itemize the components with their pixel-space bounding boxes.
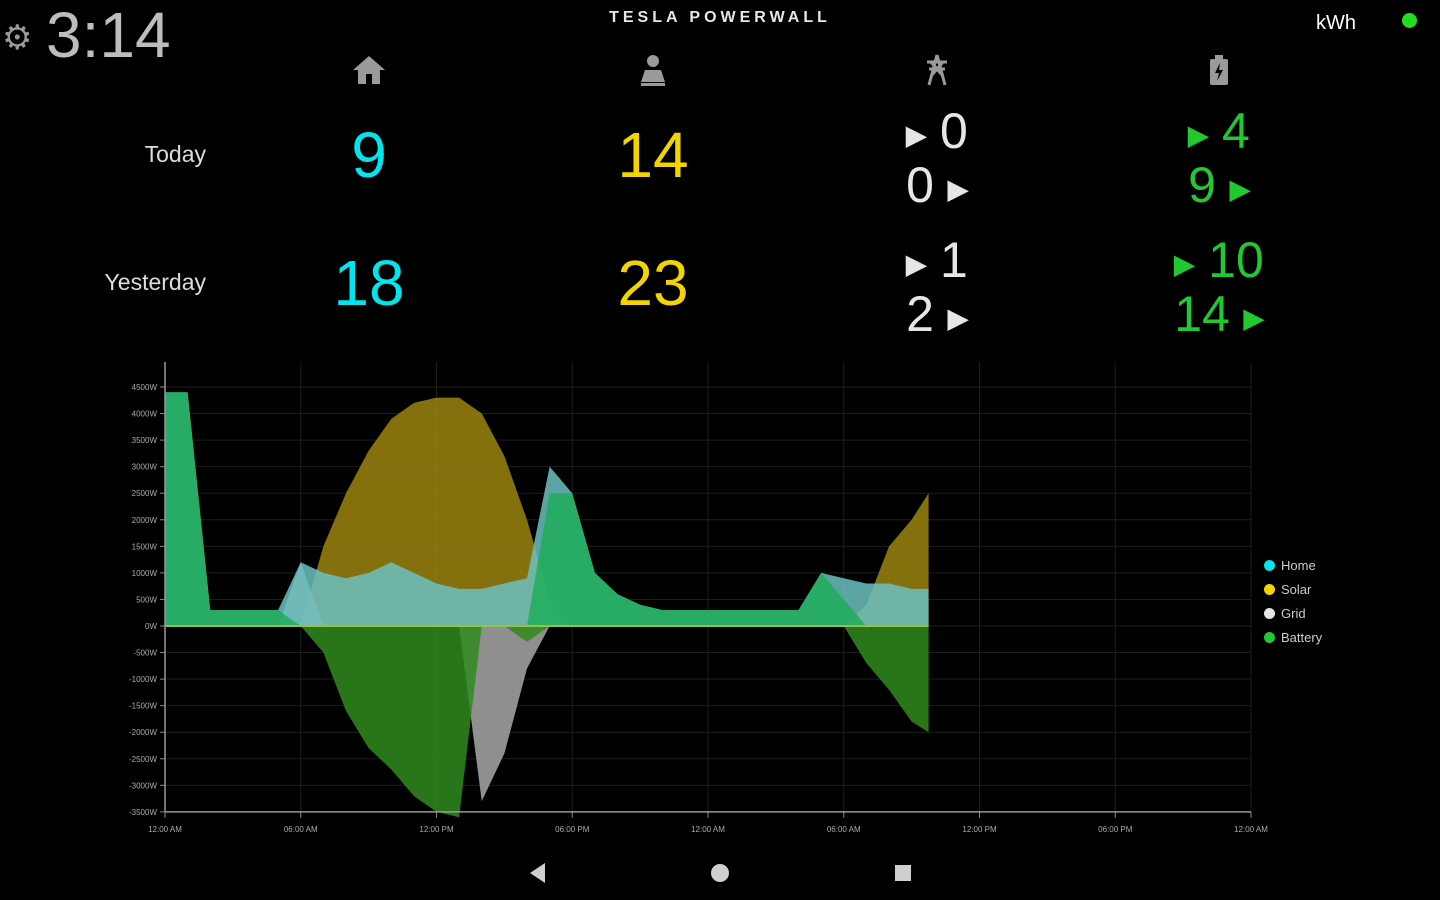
brand-logo: TESLA POWERWALL [609, 9, 831, 26]
grid-export-value: 0 [906, 156, 934, 213]
row-label: Today [144, 141, 206, 167]
solar-area-positive [165, 397, 929, 626]
x-tick-label: 12:00 AM [1234, 825, 1268, 834]
export-arrow-icon: ▶ [947, 302, 968, 333]
x-tick-label: 12:00 PM [962, 825, 997, 834]
battery-discharge-value: 9 [1188, 156, 1216, 213]
x-tick-label: 12:00 AM [691, 825, 725, 834]
recents-icon[interactable] [893, 860, 913, 886]
legend-label: Home [1281, 558, 1316, 573]
y-tick-label: 4000W [132, 410, 158, 419]
grid-export-value: 2 [906, 285, 934, 342]
battery-area-negative [165, 626, 929, 818]
x-tick-label: 06:00 PM [1098, 825, 1133, 834]
house-icon [353, 56, 385, 84]
x-tick-label: 06:00 PM [555, 825, 590, 834]
grid-flow: ▶ 1 2 ▶ [837, 235, 1037, 343]
y-tick-label: 3500W [132, 436, 158, 445]
grid-import-value: 1 [940, 232, 968, 288]
power-chart: 4500W 4000W 3500W 3000W 2500W 2000W 1500W 1000W… [129, 362, 1268, 834]
x-tick-label: 12:00 AM [148, 825, 182, 834]
grid-flow: ▶ 0 0 ▶ [837, 106, 1037, 214]
y-tick-label: -3500W [129, 808, 157, 817]
battery-flow: ▶ 4 9 ▶ [1119, 106, 1319, 214]
battery-charge-value: 10 [1208, 232, 1264, 288]
battery-icon [1210, 55, 1228, 85]
y-tick-label: 2500W [132, 489, 158, 498]
legend-grid[interactable]: Grid [1264, 606, 1306, 621]
y-tick-label: 4500W [132, 383, 158, 392]
import-arrow-icon: ▶ [906, 119, 927, 150]
y-tick-label: 500W [136, 595, 157, 604]
solar-value: 23 [617, 247, 689, 319]
back-icon[interactable] [527, 860, 547, 886]
y-tick-label: 2000W [132, 516, 158, 525]
home-area-positive [165, 392, 929, 626]
x-tick-label: 06:00 AM [827, 825, 861, 834]
import-arrow-icon: ▶ [906, 248, 927, 279]
y-tick-label: 0W [145, 622, 157, 631]
y-tick-label: 3000W [132, 463, 158, 472]
grid-tower-icon [927, 54, 947, 86]
charge-arrow-icon: ▶ [1174, 248, 1195, 279]
solar-value: 14 [617, 119, 689, 191]
y-tick-label: -500W [133, 649, 157, 658]
legend-label: Solar [1281, 582, 1312, 597]
discharge-arrow-icon: ▶ [1243, 302, 1264, 333]
legend-battery[interactable]: Battery [1264, 630, 1322, 645]
export-arrow-icon: ▶ [947, 173, 968, 204]
legend-solar[interactable]: Solar [1264, 582, 1311, 597]
battery-charge-value: 4 [1222, 103, 1250, 159]
legend-label: Battery [1281, 630, 1323, 645]
y-tick-label: -1500W [129, 702, 157, 711]
battery-flow: ▶ 10 14 ▶ [1119, 235, 1319, 343]
solar-panel-icon [641, 55, 665, 86]
home-icon[interactable] [709, 860, 731, 886]
y-tick-label: -2000W [129, 728, 157, 737]
charge-arrow-icon: ▶ [1188, 119, 1209, 150]
grid-import-value: 0 [940, 103, 968, 159]
legend-label: Grid [1281, 606, 1306, 621]
discharge-arrow-icon: ▶ [1229, 173, 1250, 204]
y-tick-label: -3000W [129, 781, 157, 790]
y-tick-label: 1500W [132, 542, 158, 551]
home-value: 9 [351, 119, 387, 191]
unit-toggle[interactable]: kWh [1316, 12, 1356, 34]
settings-gear-icon[interactable]: ⚙ [2, 19, 33, 57]
clock: 3:14 [46, 0, 171, 71]
battery-area-positive [165, 392, 929, 626]
legend-home[interactable]: Home [1264, 558, 1316, 573]
x-tick-label: 06:00 AM [284, 825, 318, 834]
home-value: 18 [333, 247, 405, 319]
battery-discharge-value: 14 [1174, 285, 1230, 342]
y-tick-label: -2500W [129, 755, 157, 764]
connection-status-dot [1402, 13, 1417, 28]
row-label: Yesterday [104, 269, 206, 295]
x-tick-label: 12:00 PM [419, 825, 454, 834]
y-tick-label: 1000W [132, 569, 158, 578]
y-tick-label: -1000W [129, 675, 157, 684]
